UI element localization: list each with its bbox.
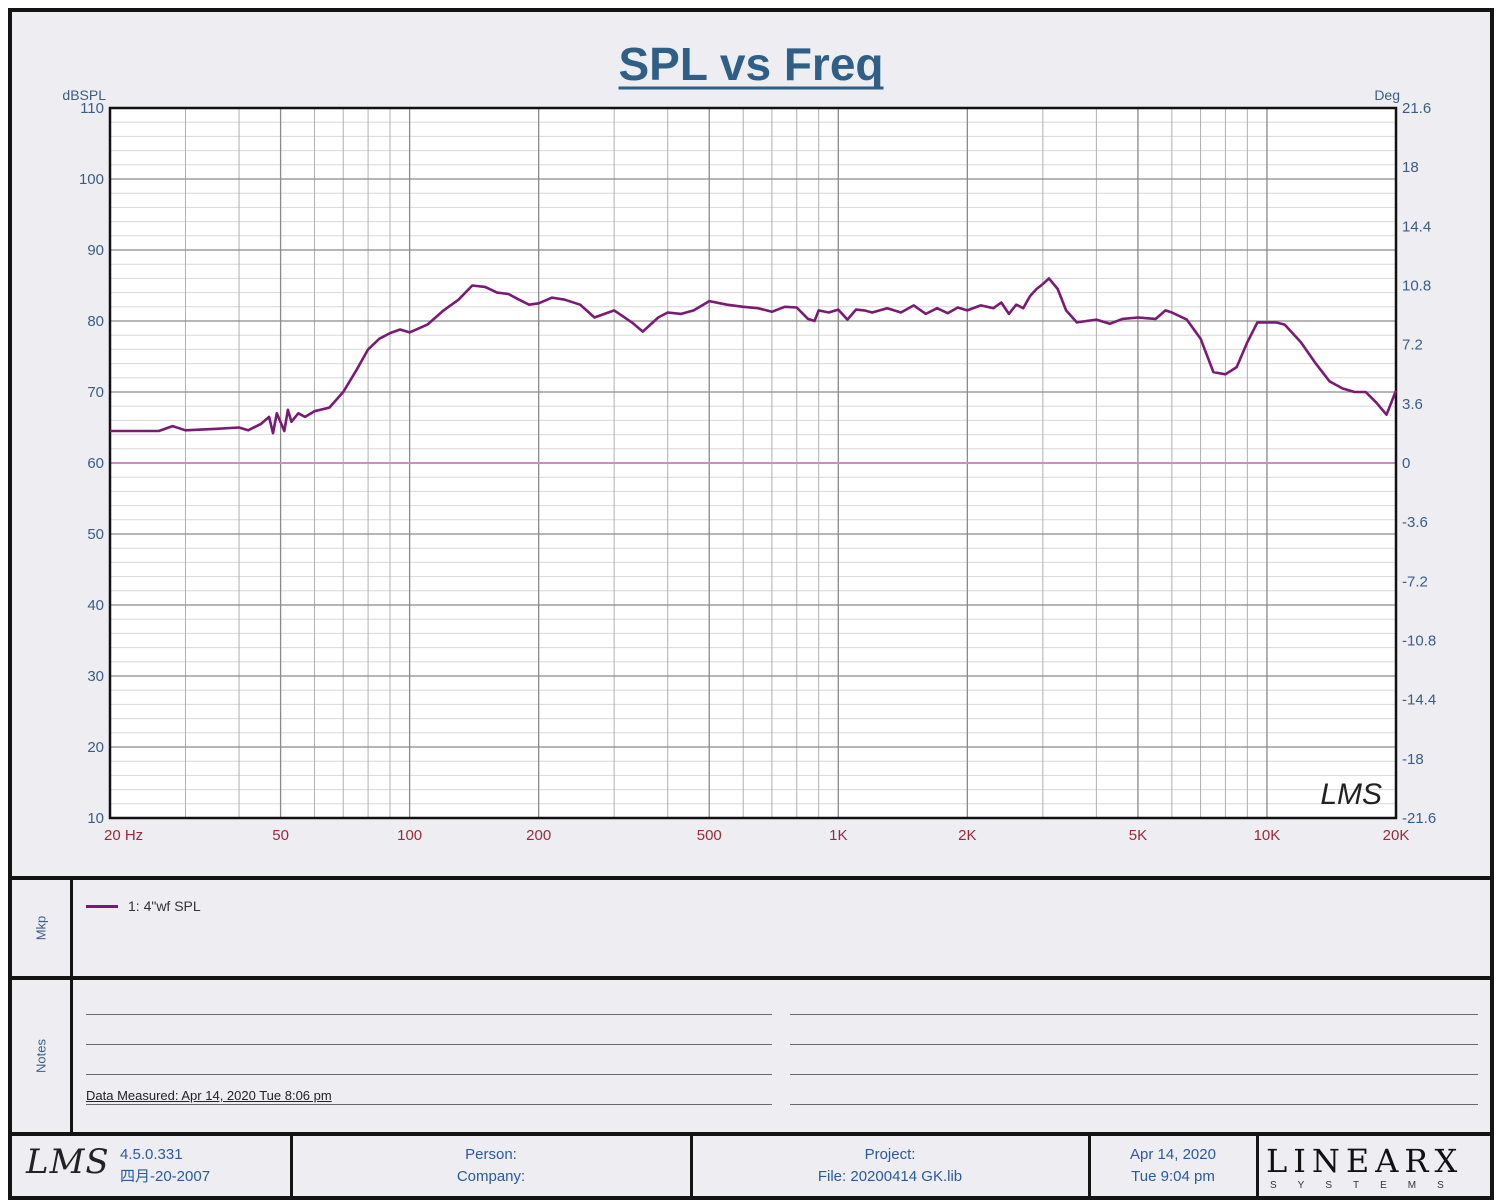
y-tick-label: 20 <box>87 739 104 756</box>
y2-tick-label: -21.6 <box>1402 810 1436 827</box>
y2-tick-label: 10.8 <box>1402 278 1431 295</box>
x-tick-label: 50 <box>272 827 289 844</box>
y-tick-label: 50 <box>87 526 104 543</box>
plot-border <box>108 106 1398 820</box>
note-line <box>790 1044 1478 1045</box>
legend-side-label: Mkp <box>33 915 49 941</box>
spl-chart: 10 20 30 40 50 60 70 80 90 100 110 21.6 18 14.4 10.8 7.… <box>62 38 1436 844</box>
note-line <box>86 1014 772 1015</box>
chart-title: SPL vs Freq <box>618 38 883 90</box>
y-tick-label: 90 <box>87 242 104 259</box>
y-tick-label: 100 <box>79 171 104 188</box>
lms-logo: LMS <box>26 1142 110 1182</box>
y2-tick-label: -14.4 <box>1402 692 1436 709</box>
y-tick-label: 70 <box>87 384 104 401</box>
y-tick-label: 60 <box>87 455 104 472</box>
legend-swatch <box>86 904 118 908</box>
x-tick-label: 1K <box>829 827 847 844</box>
y2-tick-label: 21.6 <box>1402 100 1431 117</box>
y-tick-label: 30 <box>87 668 104 685</box>
y2-axis-label: Deg <box>1374 87 1400 103</box>
y2-tick-label: 18 <box>1402 159 1419 176</box>
report-frame: 10 20 30 40 50 60 70 80 90 100 110 21.6 18 14.4 10.8 7.… <box>8 8 1494 1200</box>
y2-tick-label: -10.8 <box>1402 633 1436 650</box>
legend-entry-label: 1: 4"wf SPL <box>128 898 201 914</box>
note-line <box>86 1074 772 1075</box>
y2-tick-label: -18 <box>1402 751 1424 768</box>
y2-tick-label: 3.6 <box>1402 396 1423 413</box>
footer: LMS 4.5.0.331 四月-20-2007 Person: Company: … <box>12 1132 1490 1200</box>
y-tick-label: 80 <box>87 313 104 330</box>
project-file: Project: File: 20200414 GK.lib <box>817 1146 963 1185</box>
person-company: Person: Company: <box>456 1146 526 1185</box>
note-line <box>86 1104 772 1105</box>
y2-tick-label: 0 <box>1402 455 1410 472</box>
y-tick-label: 110 <box>80 100 104 117</box>
y-tick-label: 40 <box>87 597 104 614</box>
notes-section: Notes Data Measured: Apr 14, 2020 Tue 8:… <box>12 976 1490 1132</box>
x-tick-label: 500 <box>697 827 722 844</box>
y2-tick-label: -3.6 <box>1402 514 1428 531</box>
legend-entry: 1: 4"wf SPL <box>86 898 201 914</box>
x-tick-label: 20 Hz <box>104 827 143 844</box>
x-tick-label: 100 <box>397 827 422 844</box>
note-line <box>790 1104 1478 1105</box>
spl-series-line <box>110 277 1398 435</box>
x-tick-label: 20K <box>1383 827 1410 844</box>
print-date: Apr 14, 2020 Tue 9:04 pm <box>1130 1146 1216 1185</box>
y2-tick-label: 14.4 <box>1402 218 1431 235</box>
y-axis-label: dBSPL <box>62 87 106 103</box>
x-tick-label: 10K <box>1254 827 1281 844</box>
notes-side-label: Notes <box>33 1039 49 1073</box>
linearx-logo: LINEARX <box>1266 1142 1464 1180</box>
linearx-subtitle: SYSTEMS <box>1270 1180 1465 1191</box>
y2-tick-label: -7.2 <box>1402 573 1428 590</box>
x-tick-label: 200 <box>526 827 551 844</box>
lms-watermark: LMS <box>1320 778 1382 811</box>
y-tick-label: 10 <box>87 810 104 827</box>
note-line <box>790 1014 1478 1015</box>
data-measured-text: Data Measured: Apr 14, 2020 Tue 8:06 pm <box>86 1088 332 1103</box>
x-tick-label: 2K <box>958 827 976 844</box>
legend-section: Mkp 1: 4"wf SPL <box>12 876 1490 976</box>
note-line <box>86 1044 772 1045</box>
y2-tick-label: 7.2 <box>1402 337 1423 354</box>
x-tick-label: 5K <box>1129 827 1147 844</box>
version-info: 4.5.0.331 四月-20-2007 <box>120 1146 211 1185</box>
note-line <box>790 1074 1478 1075</box>
